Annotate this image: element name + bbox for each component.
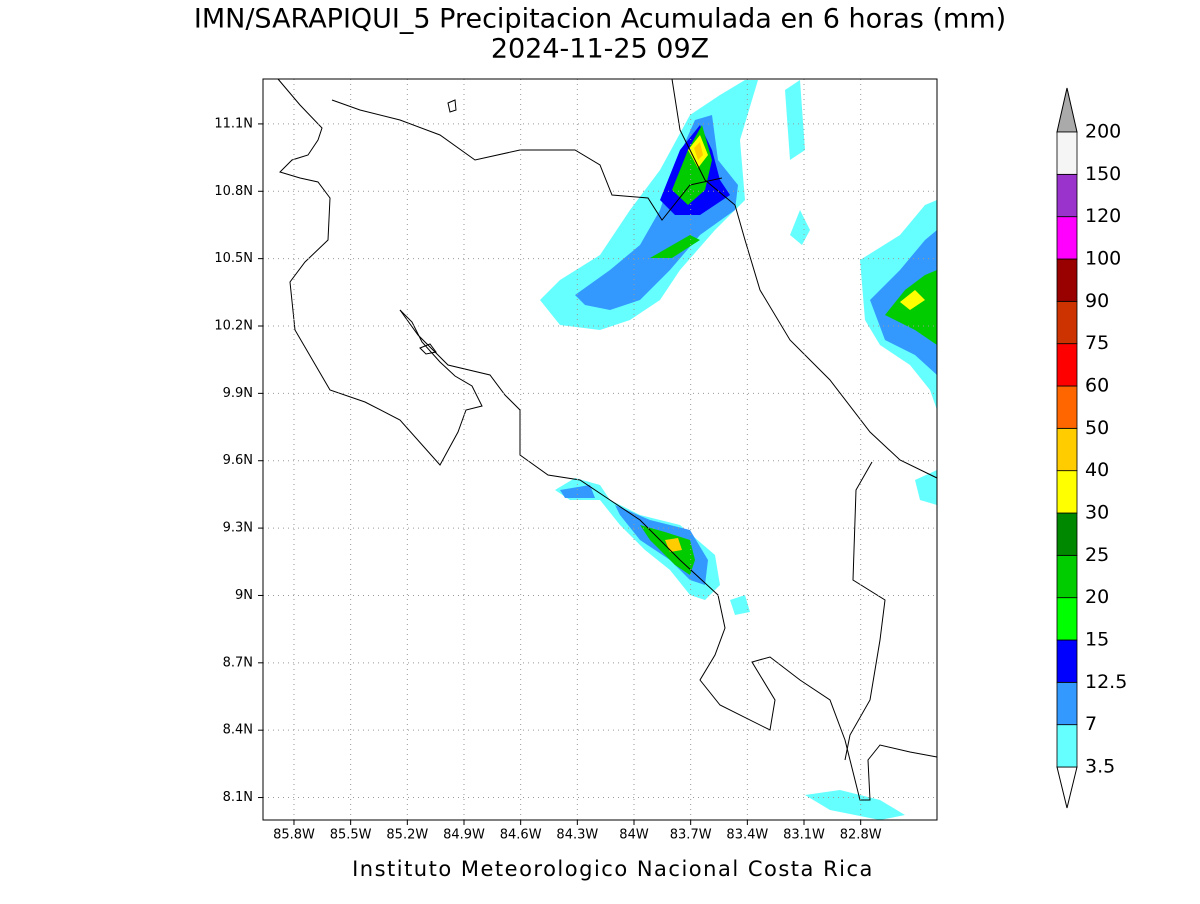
colorbar-segment xyxy=(1056,597,1078,641)
y-tick-label: 10.5N xyxy=(214,251,253,266)
colorbar-label: 100 xyxy=(1085,248,1121,270)
y-tick-label: 10.2N xyxy=(214,319,253,334)
x-tick-label: 84.9W xyxy=(443,828,485,843)
colorbar-label: 40 xyxy=(1085,459,1109,481)
colorbar-label: 7 xyxy=(1085,713,1097,735)
colorbar-segment xyxy=(1056,300,1078,345)
colorbar-label: 15 xyxy=(1085,629,1109,651)
rain-area xyxy=(694,142,703,160)
colorbar-label: 75 xyxy=(1085,332,1109,354)
colorbar-label: 20 xyxy=(1085,586,1109,608)
colorbar-label: 3.5 xyxy=(1085,756,1115,778)
y-tick-label: 8.7N xyxy=(223,655,253,670)
colorbar-segment xyxy=(1056,343,1078,387)
coastline xyxy=(671,78,938,479)
colorbar-label: 25 xyxy=(1085,544,1109,566)
title: IMN/SARAPIQUI_5 Precipitacion Acumulada … xyxy=(194,4,1006,35)
coastline xyxy=(399,309,938,801)
x-tick-label: 85.8W xyxy=(273,828,315,843)
subtitle: 2024-11-25 09Z xyxy=(491,34,709,65)
colorbar-label: 200 xyxy=(1085,121,1121,143)
colorbar-segment xyxy=(1056,639,1078,683)
x-tick-label: 85.5W xyxy=(330,828,372,843)
y-tick-label: 9.3N xyxy=(223,521,253,536)
footer: Instituto Meteorologico Nacional Costa R… xyxy=(352,857,874,881)
y-tick-label: 11.1N xyxy=(214,116,253,131)
colorbar-segment xyxy=(1056,385,1078,429)
colorbar-segment xyxy=(1056,681,1078,726)
colorbar-segment xyxy=(1056,724,1078,768)
coastlines xyxy=(277,78,938,801)
island xyxy=(419,99,457,355)
y-tick-label: 8.1N xyxy=(223,790,253,805)
colorbar-segment xyxy=(1056,554,1078,599)
y-tick-label: 10.8N xyxy=(214,184,253,199)
rain-area xyxy=(555,470,937,820)
colorbar-segment xyxy=(1056,512,1078,556)
border xyxy=(844,461,886,761)
y-tick-label: 9.9N xyxy=(223,386,253,401)
x-tick-label: 85.2W xyxy=(386,828,428,843)
border xyxy=(331,99,723,221)
x-tick-label: 84.6W xyxy=(500,828,542,843)
colorbar-label: 150 xyxy=(1085,163,1121,185)
colorbar-label: 12.5 xyxy=(1085,671,1127,693)
rain-area xyxy=(640,525,695,575)
y-tick-label: 9.6N xyxy=(223,453,253,468)
colorbar-label: 50 xyxy=(1085,417,1109,439)
x-tick-label: 83.1W xyxy=(783,828,825,843)
coastline xyxy=(277,78,483,466)
colorbar-label: 90 xyxy=(1085,290,1109,312)
y-tick-label: 9N xyxy=(235,588,253,603)
colorbar-segment xyxy=(1056,427,1078,472)
colorbar-segment xyxy=(1056,258,1078,302)
colorbar-label: 120 xyxy=(1085,205,1121,227)
y-tick-label: 8.4N xyxy=(223,723,253,738)
x-tick-label: 83.4W xyxy=(726,828,768,843)
colorbar-segment xyxy=(1056,216,1078,260)
x-tick-label: 84W xyxy=(619,828,649,843)
colorbar-label: 30 xyxy=(1085,502,1109,524)
colorbar-under xyxy=(1056,766,1078,809)
colorbar-segment xyxy=(1056,131,1078,175)
colorbar-segment xyxy=(1056,173,1078,218)
map-area xyxy=(263,78,938,820)
x-tick-label: 82.8W xyxy=(840,828,882,843)
rain-area xyxy=(665,538,682,552)
map-frame xyxy=(262,78,938,821)
x-tick-label: 84.3W xyxy=(556,828,598,843)
x-tick-label: 83.7W xyxy=(670,828,712,843)
colorbar-segment xyxy=(1056,470,1078,514)
colorbar-over xyxy=(1056,87,1078,133)
colorbar-label: 60 xyxy=(1085,375,1109,397)
rain-area xyxy=(900,290,925,310)
